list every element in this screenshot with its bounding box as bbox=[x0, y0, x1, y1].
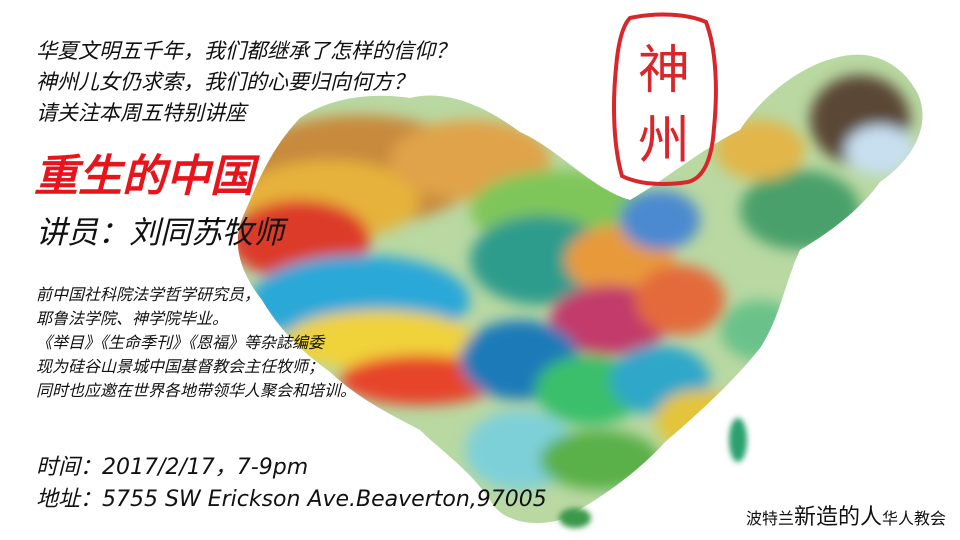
event-info: 时间：2017/2/17，7-9pm 地址：5755 SW Erickson A… bbox=[36, 452, 547, 516]
map-islands bbox=[559, 418, 747, 528]
church-name: 波特兰新造的人华人教会 bbox=[746, 505, 946, 532]
event-time: 时间：2017/2/17，7-9pm bbox=[36, 455, 309, 480]
bio-line: 现为硅谷山景城中国基督教会主任牧师； bbox=[36, 357, 325, 376]
intro-line-1: 华夏文明五千年，我们都继承了怎样的信仰？ bbox=[36, 39, 456, 63]
seal-char-1: 神 bbox=[638, 41, 690, 101]
seal-char-2: 州 bbox=[638, 111, 690, 171]
church-name-suffix: 华人教会 bbox=[881, 509, 946, 528]
speaker-bio: 前中国社科院法学哲学研究员， 耶鲁法学院、神学院毕业。 《举目》《生命季刊》《恩… bbox=[36, 283, 356, 403]
bio-line: 前中国社科院法学哲学研究员， bbox=[36, 285, 261, 304]
bio-line: 耶鲁法学院、神学院毕业。 bbox=[36, 309, 229, 328]
speaker-line: 讲员：刘同苏牧师 bbox=[36, 215, 284, 251]
bio-line: 《举目》《生命季刊》《恩福》等杂誌编委 bbox=[36, 333, 325, 352]
event-address: 地址：5755 SW Erickson Ave.Beaverton,97005 bbox=[36, 487, 547, 512]
church-name-highlight: 新造的人 bbox=[793, 505, 882, 530]
bio-line: 同时也应邀在世界各地带领华人聚会和培训。 bbox=[36, 381, 357, 400]
intro-line-3: 请关注本周五特别讲座 bbox=[36, 101, 246, 125]
intro-block: 华夏文明五千年，我们都继承了怎样的信仰？ 神州儿女仍求索，我们的心要归向何方？ … bbox=[36, 36, 456, 129]
lecture-title: 重生的中国 bbox=[34, 151, 254, 202]
shenzhou-seal: 神 州 bbox=[612, 12, 718, 186]
intro-line-2: 神州儿女仍求索，我们的心要归向何方？ bbox=[36, 70, 414, 94]
church-name-prefix: 波特兰 bbox=[745, 509, 794, 528]
